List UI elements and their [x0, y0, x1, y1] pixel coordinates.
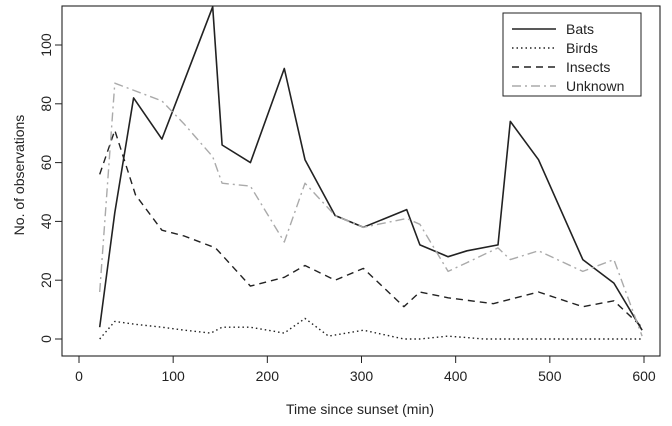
x-axis: 0 100 200 300 400 500 600 [75, 356, 656, 384]
series-lines [98, 6, 643, 340]
series-line-birds [99, 317, 643, 340]
legend-label-insects: Insects [566, 59, 610, 75]
legend-box [502, 12, 642, 97]
y-tick-label: 40 [38, 213, 54, 229]
y-tick-label: 100 [38, 33, 54, 57]
legend-label-birds: Birds [566, 40, 598, 56]
y-tick-label: 60 [38, 155, 54, 171]
legend-label-unknown: Unknown [566, 78, 624, 94]
y-axis: 0 20 40 60 80 100 [38, 33, 62, 343]
x-tick-label: 100 [161, 368, 185, 384]
series-line-insects [99, 129, 643, 328]
y-tick-label: 20 [38, 272, 54, 288]
series-line-unknown [99, 82, 643, 337]
y-tick-label: 80 [38, 96, 54, 112]
x-tick-label: 200 [256, 368, 280, 384]
x-tick-label: 400 [444, 368, 468, 384]
x-tick-label: 500 [538, 368, 562, 384]
legend: Bats Birds Insects Unknown [502, 12, 642, 97]
x-axis-label: Time since sunset (min) [286, 401, 434, 417]
x-tick-label: 0 [75, 368, 83, 384]
x-tick-label: 600 [632, 368, 656, 384]
y-axis-label: No. of observations [11, 115, 27, 236]
x-tick-label: 300 [350, 368, 374, 384]
legend-label-bats: Bats [566, 21, 594, 37]
y-tick-label: 0 [38, 335, 54, 343]
